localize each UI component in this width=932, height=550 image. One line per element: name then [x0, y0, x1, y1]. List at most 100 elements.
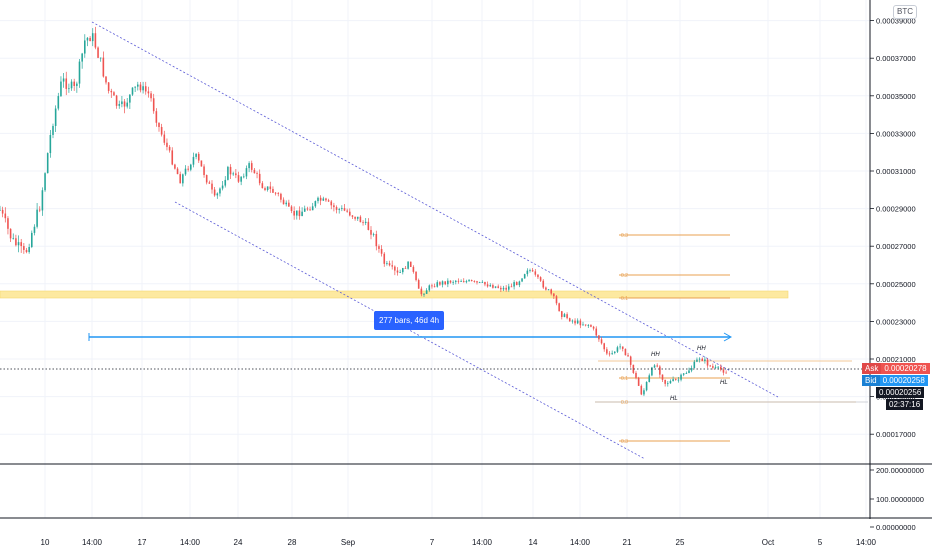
candle-body-65 [171, 150, 174, 165]
candle-body-68 [179, 174, 181, 184]
candle-body-72 [190, 164, 192, 170]
candle-body-166 [439, 282, 441, 285]
candle-body-21 [54, 108, 57, 126]
candle-body-142 [375, 234, 378, 247]
candle-body-97 [256, 173, 258, 175]
candle-body-223 [590, 325, 592, 327]
candle-body-137 [362, 222, 364, 224]
candle-body-124 [327, 200, 330, 202]
candle-body-265 [701, 358, 704, 361]
candle-body-169 [447, 280, 449, 285]
candle-body-163 [431, 285, 433, 287]
measure-tooltip: 277 bars, 46d 4h [374, 311, 444, 330]
candle-body-36 [94, 33, 97, 48]
candle-body-206 [545, 287, 547, 290]
candle-body-187 [494, 286, 497, 288]
candle-body-239 [632, 364, 635, 373]
candle-body-19 [49, 134, 52, 154]
candle-body-195 [515, 282, 518, 286]
candle-body-180 [476, 281, 478, 283]
candle-body-269 [712, 366, 714, 368]
candle-body-64 [168, 146, 171, 151]
candle-body-109 [288, 202, 290, 207]
candle-body-215 [568, 318, 571, 322]
candle-body-75 [197, 153, 200, 161]
candle-body-261 [690, 367, 693, 371]
candle-body-231 [611, 352, 613, 354]
candle-body-22 [57, 96, 60, 109]
candle-body-37 [97, 47, 99, 58]
candle-body-45 [118, 104, 121, 106]
candle-body-32 [84, 40, 86, 54]
bid-value: 0.00020258 [882, 376, 925, 385]
fib-label-1: 0.2 [621, 273, 628, 279]
candle-body-199 [526, 270, 529, 275]
candle-body-148 [391, 265, 393, 267]
candle-body-77 [203, 166, 205, 176]
candle-body-73 [192, 156, 195, 165]
time-tick-label-11: 21 [623, 538, 632, 547]
candle-body-106 [280, 193, 282, 200]
candle-body-250 [661, 374, 664, 380]
candle-body-238 [629, 356, 632, 365]
candle-body-9 [23, 246, 25, 250]
candle-body-175 [462, 281, 465, 283]
candle-body-112 [296, 210, 298, 216]
candle-body-123 [325, 198, 327, 201]
candle-body-188 [497, 286, 499, 288]
candle-body-58 [152, 98, 155, 112]
candle-body-147 [388, 263, 391, 266]
candle-body-92 [243, 176, 245, 178]
candle-body-130 [343, 208, 346, 211]
candle-body-43 [113, 92, 115, 96]
candle-body-164 [433, 286, 436, 288]
candle-body-12 [31, 232, 33, 247]
candle-body-152 [402, 267, 404, 273]
price-tick-label-2: 0.00035000 [876, 92, 916, 101]
candle-body-6 [15, 238, 17, 246]
candle-body-67 [176, 168, 179, 175]
candle-body-98 [258, 173, 261, 184]
candle-body-251 [664, 379, 666, 384]
candle-body-8 [20, 242, 22, 247]
candle-body-86 [227, 166, 229, 180]
candle-body-260 [688, 370, 690, 374]
candle-body-115 [303, 208, 306, 212]
candle-body-60 [158, 122, 160, 128]
candle-body-14 [36, 209, 38, 227]
candle-body-102 [269, 186, 272, 189]
candle-body-76 [200, 160, 203, 167]
price-tick-label-3: 0.00033000 [876, 129, 916, 138]
last-price-label: 0.00020256 [876, 387, 925, 398]
candle-body-78 [205, 175, 208, 183]
candle-body-228 [603, 343, 605, 350]
candle-body-18 [46, 153, 49, 174]
candle-body-252 [667, 383, 669, 385]
time-tick-label-0: 10 [41, 538, 50, 547]
candle-body-110 [290, 206, 293, 211]
candle-body-233 [616, 347, 619, 352]
candle-body-100 [264, 188, 266, 190]
candle-body-111 [293, 210, 295, 216]
candle-body-3 [7, 218, 9, 229]
candle-body-207 [547, 289, 550, 291]
candle-body-162 [428, 285, 431, 291]
candle-body-221 [584, 324, 587, 326]
candle-body-226 [598, 335, 600, 340]
candle-body-149 [394, 266, 396, 271]
candle-body-25 [65, 78, 68, 89]
currency-badge[interactable]: BTC [893, 5, 917, 19]
candle-body-10 [25, 249, 28, 253]
candle-body-263 [696, 359, 698, 362]
price-tick-label-8: 0.00023000 [876, 317, 916, 326]
candle-body-95 [250, 163, 253, 170]
candle-body-33 [86, 37, 89, 41]
time-tick-label-12: 25 [676, 538, 685, 547]
candle-body-44 [115, 95, 118, 106]
candle-body-27 [70, 81, 73, 89]
candle-body-161 [425, 290, 428, 294]
candle-body-128 [338, 209, 340, 210]
candle-body-264 [698, 358, 701, 360]
